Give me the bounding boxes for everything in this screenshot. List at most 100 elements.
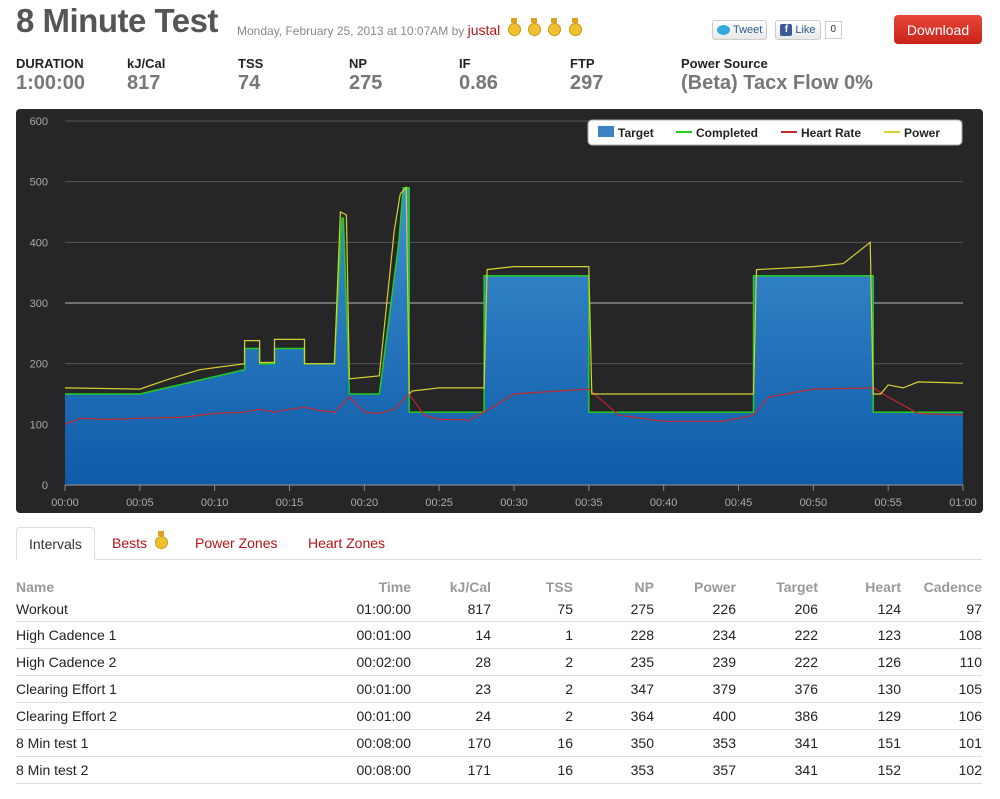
tab-bests[interactable]: Bests [100, 527, 180, 558]
stat-duration: DURATION 1:00:00 [16, 56, 85, 95]
table-cell: 151 [818, 729, 901, 757]
table-cell: 130 [818, 675, 901, 703]
table-cell: 108 [901, 621, 982, 649]
table-cell: 8 Min test 2 [16, 756, 166, 784]
table-cell: 129 [818, 702, 901, 730]
table-cell: 353 [573, 756, 654, 784]
x-tick-label: 00:30 [500, 497, 528, 509]
table-row[interactable]: Clearing Effort 1 00:01:00 23 2 347 379 376 130… [16, 675, 982, 703]
workout-meta: Monday, February 25, 2013 at 10:07AM by … [237, 18, 582, 38]
table-cell: 75 [491, 597, 573, 622]
table-cell: 28 [411, 648, 491, 676]
user-link[interactable]: justal [467, 22, 501, 38]
table-cell: 102 [901, 756, 982, 784]
stat-ftp: FTP 297 [570, 56, 603, 95]
column-header[interactable]: Heart [865, 578, 901, 595]
x-tick-label: 00:15 [276, 497, 304, 509]
legend-heart-rate: Heart Rate [801, 126, 861, 140]
table-cell: 1 [491, 621, 573, 649]
column-header[interactable]: Name [16, 578, 55, 595]
stat-label: NP [349, 56, 368, 71]
table-row[interactable]: 8 Min test 2 00:08:00 171 16 353 357 341 152 102 [16, 756, 982, 784]
column-header[interactable]: Power [693, 578, 736, 595]
table-cell: 00:01:00 [166, 675, 411, 703]
intervals-table: Name Time kJ/Cal TSS NP Power Target Heart Caden… [16, 576, 982, 784]
table-cell: 222 [736, 621, 818, 649]
table-header-row: Name Time kJ/Cal TSS NP Power Target Heart Caden… [16, 576, 982, 597]
table-cell: 97 [901, 597, 982, 622]
tab-label: Intervals [29, 536, 82, 552]
y-tick-label: 400 [30, 237, 48, 249]
medal-icon [154, 531, 168, 549]
legend-swatch [598, 126, 614, 137]
stat-value: (Beta) Tacx Flow 0% [681, 72, 873, 94]
stat-label: kJ/Cal [127, 56, 166, 71]
table-cell: 00:01:00 [166, 621, 411, 649]
tab-heart-zones[interactable]: Heart Zones [296, 527, 397, 558]
table-cell: 8 Min test 1 [16, 729, 166, 757]
table-cell: 00:08:00 [166, 756, 411, 784]
power-line [64, 186, 964, 396]
table-row[interactable]: 8 Min test 1 00:08:00 170 16 350 353 341 151 101 [16, 729, 982, 757]
y-tick-label: 100 [30, 419, 48, 431]
chart-svg: 0 100 200 300 400 500 600 00:00 00:05 00:10 00:15 0… [30, 116, 977, 509]
table-cell: 2 [491, 702, 573, 730]
table-cell: Workout [16, 597, 166, 622]
column-header[interactable]: TSS [545, 578, 573, 595]
table-cell: 2 [491, 675, 573, 703]
table-row[interactable]: Clearing Effort 2 00:01:00 24 2 364 400 386 129… [16, 702, 982, 730]
x-tick-label: 00:20 [351, 497, 379, 509]
tweet-button[interactable]: Tweet [712, 20, 768, 40]
table-cell: 341 [736, 756, 818, 784]
like-button[interactable]: f Like [775, 20, 821, 40]
stat-value: 0.86 [459, 72, 498, 94]
table-cell: High Cadence 1 [16, 621, 166, 649]
column-header[interactable]: Cadence [923, 578, 982, 595]
table-cell: 341 [736, 729, 818, 757]
x-tick-label: 01:00 [949, 497, 977, 509]
stat-value: 74 [238, 72, 261, 94]
column-header[interactable]: Target [776, 578, 818, 595]
tab-power-zones[interactable]: Power Zones [183, 527, 289, 558]
stat-label: TSS [238, 56, 264, 71]
stat-kj: kJ/Cal 817 [127, 56, 165, 95]
stat-label: Power Source [681, 56, 768, 71]
column-header[interactable]: Time [378, 578, 411, 595]
like-group: f Like 0 [775, 20, 843, 40]
stat-label: DURATION [16, 56, 84, 71]
table-cell: 2 [491, 648, 573, 676]
tab-intervals[interactable]: Intervals [16, 527, 95, 560]
table-cell: 16 [491, 756, 573, 784]
table-cell: 171 [411, 756, 491, 784]
workout-header: 8 Minute Test Monday, February 25, 2013 … [16, 2, 986, 46]
detail-tabs: Intervals Bests Power Zones Heart Zones [16, 527, 982, 560]
table-row[interactable]: High Cadence 1 00:01:00 14 1 228 234 222 123 108 [16, 621, 982, 649]
column-header[interactable]: NP [634, 578, 654, 595]
x-tick-label: 00:45 [725, 497, 753, 509]
table-cell: 226 [654, 597, 736, 622]
table-row[interactable]: High Cadence 2 00:02:00 28 2 235 239 222 126 110 [16, 648, 982, 676]
column-header[interactable]: kJ/Cal [449, 578, 491, 595]
table-cell: High Cadence 2 [16, 648, 166, 676]
table-cell: 239 [654, 648, 736, 676]
download-button[interactable]: Download [894, 15, 982, 44]
table-cell: 379 [654, 675, 736, 703]
stat-label: IF [459, 56, 471, 71]
table-cell: 152 [818, 756, 901, 784]
table-cell: 23 [411, 675, 491, 703]
table-cell: 126 [818, 648, 901, 676]
workout-chart[interactable]: 0 100 200 300 400 500 600 00:00 00:05 00:10 00:15 0… [16, 109, 983, 513]
social-buttons: Tweet f Like 0 [712, 20, 843, 40]
heart-rate-line [64, 387, 964, 425]
tab-label: Heart Zones [308, 535, 386, 551]
y-tick-label: 600 [30, 116, 48, 128]
stat-value: 297 [570, 72, 604, 94]
like-label: Like [795, 24, 816, 36]
table-cell: 00:02:00 [166, 648, 411, 676]
table-cell: 105 [901, 675, 982, 703]
x-tick-label: 00:25 [425, 497, 453, 509]
medal-icon [527, 18, 541, 36]
table-row[interactable]: Workout 01:00:00 817 75 275 226 206 124 97 [16, 597, 982, 622]
table-cell: 110 [901, 648, 982, 676]
stat-if: IF 0.86 [459, 56, 498, 95]
